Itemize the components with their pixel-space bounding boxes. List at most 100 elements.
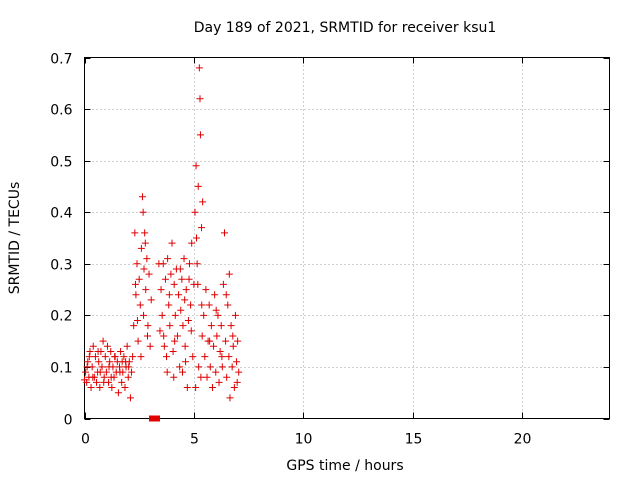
data-point xyxy=(230,384,238,392)
data-point xyxy=(184,317,192,325)
data-point xyxy=(125,363,133,371)
plot-area-frame xyxy=(84,57,610,419)
data-point xyxy=(111,353,119,361)
data-point xyxy=(142,286,150,294)
data-point xyxy=(187,301,195,309)
data-point xyxy=(144,322,152,330)
y-tick-label: 0.2 xyxy=(50,309,72,325)
data-point xyxy=(175,291,183,299)
data-point xyxy=(126,394,134,402)
data-point xyxy=(215,378,223,386)
data-point xyxy=(144,332,151,340)
data-point xyxy=(181,296,189,304)
data-point xyxy=(147,296,155,304)
x-axis-label: GPS time / hours xyxy=(286,458,403,474)
data-point xyxy=(187,327,195,335)
chart-title: Day 189 of 2021, SRMTID for receiver ksu… xyxy=(194,20,497,36)
data-point xyxy=(140,265,148,273)
data-point xyxy=(229,342,237,350)
data-point xyxy=(195,363,203,371)
y-tick-label: 0.3 xyxy=(50,258,72,274)
data-point xyxy=(166,322,174,330)
data-point xyxy=(133,260,141,268)
data-point xyxy=(194,182,202,190)
data-point xyxy=(138,193,146,201)
data-point xyxy=(103,342,111,350)
data-point xyxy=(107,373,115,381)
data-point xyxy=(83,363,91,371)
data-point xyxy=(170,373,178,381)
data-point xyxy=(124,373,132,381)
data-point xyxy=(176,265,184,273)
data-point xyxy=(197,373,205,381)
data-point xyxy=(136,301,144,309)
data-point xyxy=(182,358,190,366)
data-point xyxy=(233,378,241,386)
data-point xyxy=(108,384,116,392)
data-point xyxy=(140,311,148,319)
data-point xyxy=(131,280,139,288)
data-point xyxy=(171,337,179,345)
data-point xyxy=(224,301,232,309)
data-point xyxy=(173,332,181,340)
data-point xyxy=(170,280,178,288)
data-point xyxy=(212,368,220,376)
data-point xyxy=(221,229,228,237)
x-tick-label: 5 xyxy=(190,432,199,448)
data-point xyxy=(120,353,128,361)
x-tick-label: 20 xyxy=(514,432,532,448)
data-point xyxy=(228,363,236,371)
data-point xyxy=(188,239,196,247)
x-tick-label: 15 xyxy=(405,432,423,448)
data-point xyxy=(179,368,186,376)
data-point xyxy=(195,64,203,72)
data-point xyxy=(158,311,166,319)
data-point xyxy=(95,358,103,366)
data-point xyxy=(118,378,126,386)
data-point xyxy=(165,301,173,309)
data-point xyxy=(86,347,94,355)
data-point xyxy=(84,358,92,366)
data-point xyxy=(163,368,171,376)
y-tick-label: 0.4 xyxy=(50,206,72,222)
data-point xyxy=(219,280,227,288)
data-point xyxy=(145,270,153,278)
data-point xyxy=(143,255,151,263)
data-point xyxy=(201,353,209,361)
data-point xyxy=(163,353,171,361)
data-point xyxy=(131,229,139,237)
data-point xyxy=(167,270,175,278)
data-point xyxy=(176,363,184,371)
data-point xyxy=(192,384,200,392)
data-point xyxy=(96,368,104,376)
data-point xyxy=(192,162,200,170)
data-point xyxy=(146,342,154,350)
data-point xyxy=(231,311,239,319)
data-point xyxy=(93,378,101,386)
y-tick-label: 0.6 xyxy=(50,103,72,119)
data-point xyxy=(135,275,143,283)
data-point xyxy=(169,347,177,355)
data-point xyxy=(141,229,149,237)
data-point xyxy=(193,260,201,268)
data-point xyxy=(164,255,172,263)
data-point xyxy=(229,332,237,340)
data-point xyxy=(171,311,179,319)
y-tick-label: 0 xyxy=(64,413,73,429)
data-point xyxy=(225,270,233,278)
data-point xyxy=(141,239,149,247)
data-point xyxy=(129,353,137,361)
data-point xyxy=(218,353,226,361)
data-point xyxy=(185,275,193,283)
data-point xyxy=(198,224,206,232)
data-point xyxy=(208,384,216,392)
data-point xyxy=(198,301,206,309)
data-point xyxy=(133,317,141,325)
y-tick-label: 0.1 xyxy=(50,361,72,377)
data-point xyxy=(130,322,138,330)
data-point xyxy=(210,342,218,350)
data-point xyxy=(211,291,219,299)
data-point xyxy=(156,327,164,335)
